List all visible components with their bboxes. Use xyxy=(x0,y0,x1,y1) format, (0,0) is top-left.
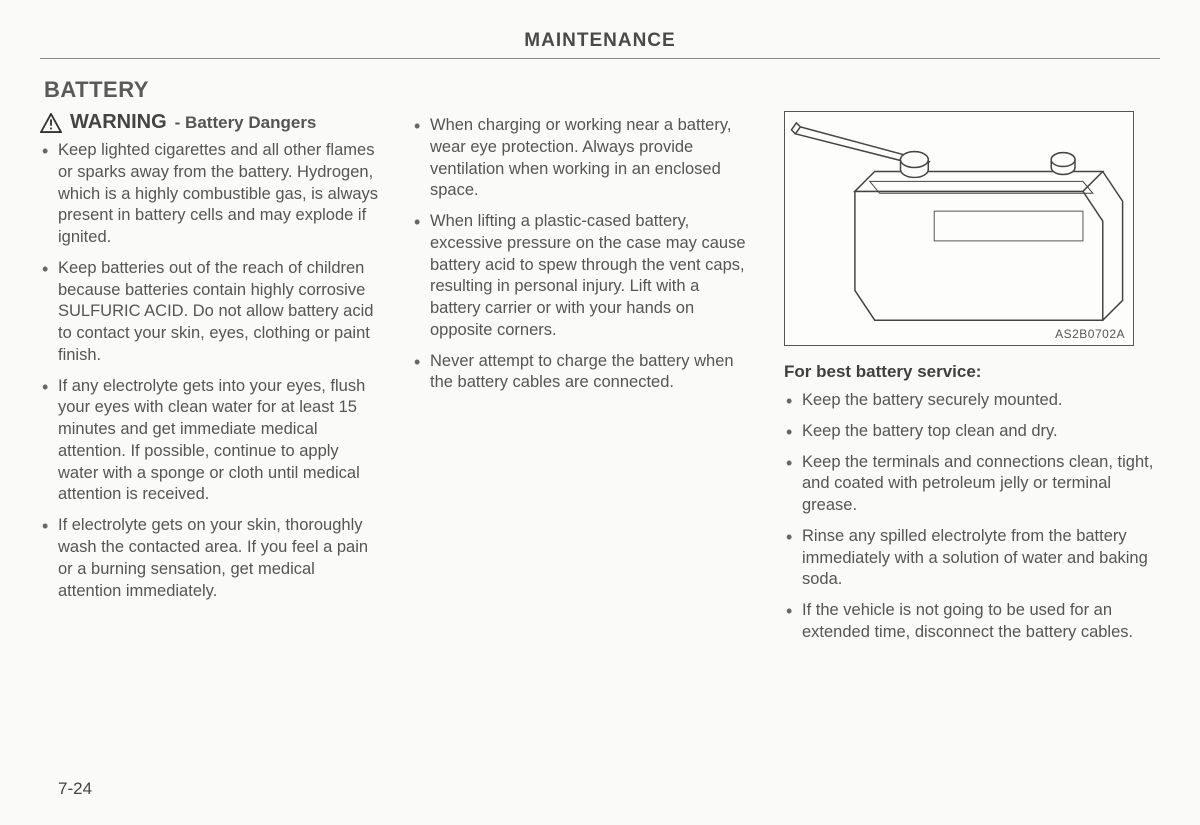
list-item: When charging or working near a battery,… xyxy=(412,115,752,202)
page-number: 7-24 xyxy=(58,779,92,799)
section-title: BATTERY xyxy=(44,77,1160,103)
list-item: Keep lighted cigarettes and all other fl… xyxy=(40,140,380,249)
list-item: Keep batteries out of the reach of child… xyxy=(40,258,380,367)
page-header: MAINTENANCE xyxy=(40,30,1160,59)
list-item: If the vehicle is not going to be used f… xyxy=(784,600,1160,644)
figure-code: AS2B0702A xyxy=(1055,327,1125,341)
column-1: WARNING - Battery Dangers Keep lighted c… xyxy=(40,111,380,653)
list-item: If electrolyte gets on your skin, thorou… xyxy=(40,515,380,602)
battery-figure: AS2B0702A xyxy=(784,111,1134,346)
service-bullets: Keep the battery securely mounted. Keep … xyxy=(784,390,1160,644)
content-columns: WARNING - Battery Dangers Keep lighted c… xyxy=(40,111,1160,653)
list-item: Keep the battery top clean and dry. xyxy=(784,421,1160,443)
list-item: Rinse any spilled electrolyte from the b… xyxy=(784,526,1160,591)
warning-bullets-col2: When charging or working near a battery,… xyxy=(412,115,752,394)
service-title: For best battery service: xyxy=(784,362,1160,382)
warning-bullets-col1: Keep lighted cigarettes and all other fl… xyxy=(40,140,380,602)
column-2: When charging or working near a battery,… xyxy=(412,111,752,653)
list-item: If any electrolyte gets into your eyes, … xyxy=(40,376,380,507)
list-item: Keep the battery securely mounted. xyxy=(784,390,1160,412)
warning-sublabel: - Battery Dangers xyxy=(175,113,317,133)
list-item: Never attempt to charge the battery when… xyxy=(412,351,752,395)
list-item: When lifting a plastic-cased battery, ex… xyxy=(412,211,752,342)
column-3: AS2B0702A For best battery service: Keep… xyxy=(784,111,1160,653)
warning-triangle-icon xyxy=(40,113,62,133)
list-item: Keep the terminals and connections clean… xyxy=(784,452,1160,517)
warning-label: WARNING xyxy=(70,111,167,134)
warning-header: WARNING - Battery Dangers xyxy=(40,111,380,134)
